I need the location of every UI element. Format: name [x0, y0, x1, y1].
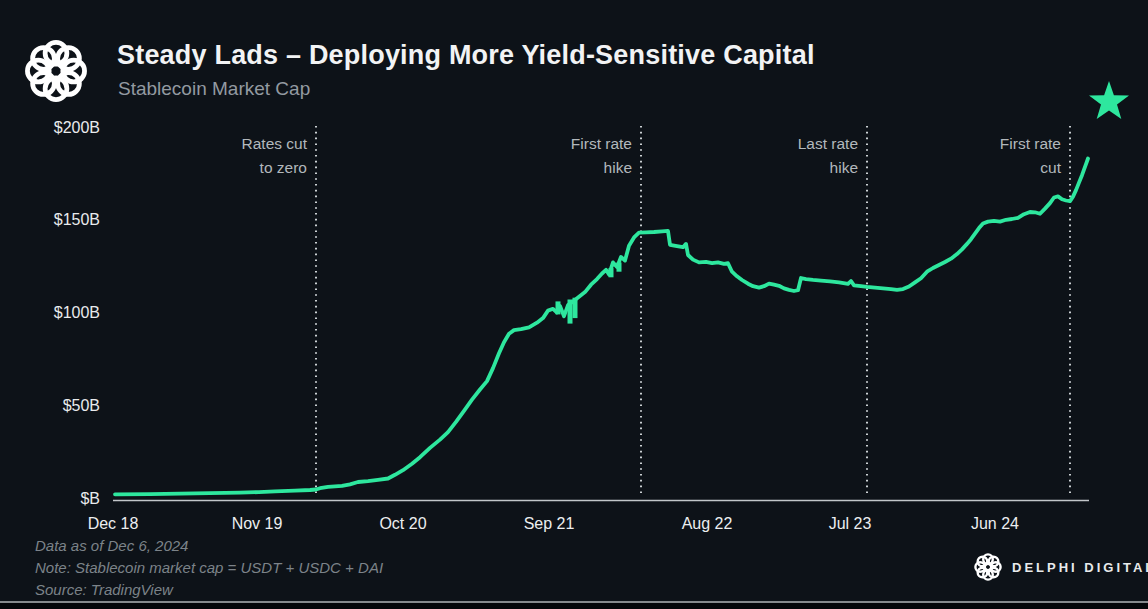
x-axis-tick-label: Jun 24: [971, 515, 1019, 532]
stablecoin-line-chart: Rates cut to zero First rate hike Last rate h…: [0, 0, 1148, 609]
event-annotation-label: Last rate: [798, 135, 858, 152]
event-annotation-label: hike: [830, 159, 858, 176]
x-axis-tick-label: Dec 18: [88, 515, 139, 532]
event-annotation-label: First rate: [571, 135, 632, 152]
series-line: [115, 159, 1088, 495]
footnote-note: Note: Stablecoin market cap = USDT + USD…: [35, 559, 383, 576]
footnote-data-asof: Data as of Dec 6, 2024: [35, 537, 188, 554]
event-annotation-label: hike: [604, 159, 632, 176]
y-axis-tick-label: $B: [80, 490, 100, 507]
x-axis-tick-label: Jul 23: [829, 515, 872, 532]
y-axis-tick-label: $50B: [63, 397, 100, 414]
event-annotation-label: Rates cut: [242, 135, 308, 152]
bottom-strip: [0, 603, 1148, 609]
x-axis-tick-label: Sep 21: [524, 515, 575, 532]
event-annotation-label: cut: [1040, 159, 1061, 176]
footnote-source: Source: TradingView: [35, 581, 173, 598]
x-axis-tick-label: Oct 20: [379, 515, 426, 532]
event-annotation-label: First rate: [1000, 135, 1061, 152]
y-axis-tick-label: $150B: [54, 211, 100, 228]
y-axis-tick-label: $100B: [54, 304, 100, 321]
x-axis-tick-label: Nov 19: [232, 515, 283, 532]
y-axis-tick-label: $200B: [54, 119, 100, 136]
x-axis-tick-label: Aug 22: [682, 515, 733, 532]
chart-card: Steady Lads – Deploying More Yield-Sensi…: [0, 0, 1148, 609]
event-annotation-label: to zero: [260, 159, 307, 176]
brand-name: DELPHI DIGITAL: [1012, 560, 1148, 575]
brand-lockup: DELPHI DIGITAL: [973, 552, 1148, 582]
delphi-knot-logo-small: [973, 552, 1003, 582]
